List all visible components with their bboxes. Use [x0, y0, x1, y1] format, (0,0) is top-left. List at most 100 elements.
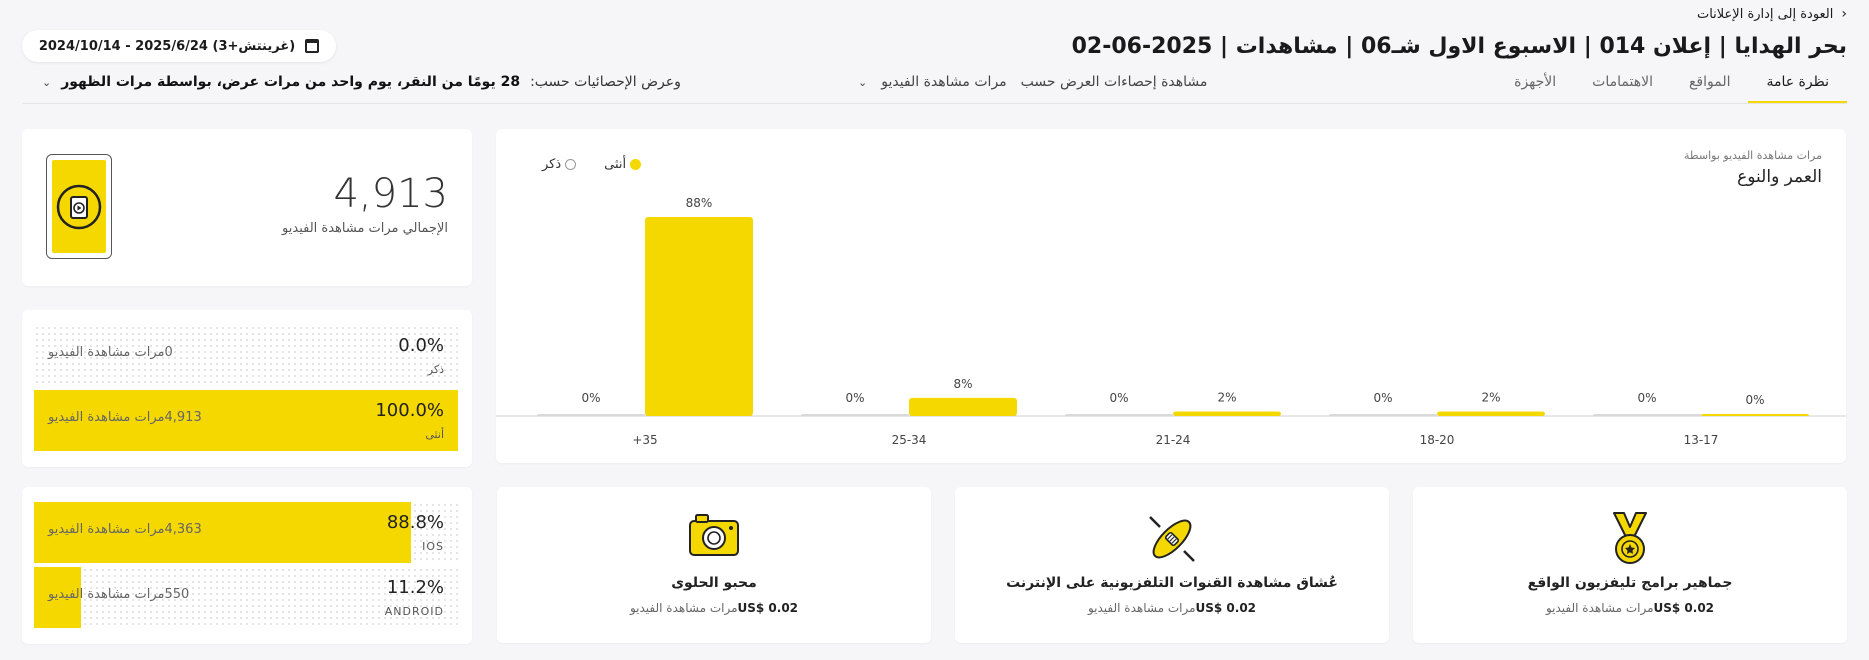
back-to-ads-manager-link[interactable]: ‹ العودة إلى إدارة الإعلانات — [1697, 6, 1847, 22]
female-detail: 4,913مرات مشاهدة الفيديو — [48, 410, 202, 425]
male-percent: 0.0% — [398, 335, 444, 356]
audience-metric: مرات مشاهدة الفيديو — [1545, 601, 1654, 615]
audience-card-online-tv[interactable]: عُشاق مشاهدة القنوات التلفزيونية على الإ… — [955, 487, 1389, 643]
audience-meta: US$ 0.02مرات مشاهدة الفيديو — [1413, 601, 1847, 615]
android-label: ANDROID — [384, 605, 444, 618]
x-tick-label: 13-17 — [1684, 433, 1719, 447]
male-metric: مرات مشاهدة الفيديو — [48, 345, 165, 360]
female-label: أنثى — [425, 428, 444, 441]
bar-female-25-34 — [909, 397, 1017, 416]
display-stats-by-label: وعرض الإحصائيات حسب: — [530, 74, 681, 90]
display-stats-by-value: 28 يومًا من النقر، يوم واحد من مرات عرض،… — [61, 74, 521, 90]
date-range-picker[interactable]: 2024/10/14 - 2025/6/24 (غرينتش+3) — [22, 30, 336, 62]
camera-icon — [686, 511, 742, 563]
date-range-label: 2024/10/14 - 2025/6/24 (غرينتش+3) — [38, 38, 296, 54]
audience-title: عُشاق مشاهدة القنوات التلفزيونية على الإ… — [1006, 575, 1338, 591]
bar-male-18-20 — [1329, 414, 1437, 416]
bar-label-male: 0% — [845, 391, 864, 405]
bar-male-25-34 — [801, 414, 909, 416]
legend-male-label: ذكر — [542, 157, 562, 172]
legend-female[interactable]: أنثى — [604, 157, 642, 172]
total-views-label: الإجمالي مرات مشاهدة الفيديو — [282, 221, 448, 236]
bar-label-male: 0% — [581, 391, 600, 405]
audience-meta: US$ 0.02مرات مشاهدة الفيديو — [497, 601, 931, 615]
tab-bar: نظرة عامة المواقع الاهتمامات الأجهزة — [1496, 70, 1847, 104]
female-metric: مرات مشاهدة الفيديو — [48, 410, 165, 425]
bar-label-male: 0% — [1109, 391, 1128, 405]
legend-male[interactable]: ذكر — [542, 157, 577, 172]
chevron-down-icon: ⌄ — [42, 75, 52, 89]
chart-title: العمر والنوع — [1737, 167, 1822, 187]
android-detail: 550مرات مشاهدة الفيديو — [48, 587, 189, 602]
tab-overview[interactable]: نظرة عامة — [1748, 70, 1847, 104]
calendar-icon — [305, 39, 320, 53]
x-tick-label: 25-34 — [892, 433, 927, 447]
view-stats-by-label: مشاهدة إحصاءات العرض حسب — [1020, 74, 1208, 90]
view-stats-by-dropdown[interactable]: مشاهدة إحصاءات العرض حسب مرات مشاهدة الف… — [858, 74, 1207, 90]
bar-label-female: 2% — [1217, 390, 1236, 404]
female-dot-icon — [630, 159, 642, 170]
total-views-card: 4,913 الإجمالي مرات مشاهدة الفيديو — [22, 129, 472, 286]
audience-metric: مرات مشاهدة الفيديو — [629, 601, 738, 615]
bar-label-female: 2% — [1481, 390, 1500, 404]
ios-detail: 4,363مرات مشاهدة الفيديو — [48, 522, 202, 537]
bar-label-male: 0% — [1373, 391, 1392, 405]
audience-title: محبو الحلوى — [671, 575, 757, 591]
age-gender-chart: 0% 88% +35 0% 8% 25-34 0% 2% 21-24 0% 2% 18-20 0% 0% 1… — [496, 196, 1846, 447]
ios-label: IOS — [422, 540, 444, 553]
audience-cost: US$ 0.02 — [1653, 601, 1715, 615]
male-label: ذكر — [427, 363, 444, 376]
ios-percent: 88.8% — [386, 512, 444, 533]
android-fill-bar — [34, 567, 82, 628]
gender-row-female: 100.0% أنثى 4,913مرات مشاهدة الفيديو — [34, 390, 458, 451]
bar-label-male: 0% — [1637, 391, 1656, 405]
tab-interests[interactable]: الاهتمامات — [1592, 74, 1653, 90]
phone-video-icon — [46, 154, 112, 259]
audience-title: جماهير برامج تليفزيون الواقع — [1527, 575, 1733, 591]
chart-legend: أنثى ذكر — [542, 157, 642, 172]
audience-metric: مرات مشاهدة الفيديو — [1087, 601, 1196, 615]
bar-female-18-20 — [1437, 411, 1545, 416]
tab-devices[interactable]: الأجهزة — [1514, 74, 1557, 90]
age-gender-chart-card: 0% 88% +35 0% 8% 25-34 0% 2% 21-24 0% 2% 18-20 0% 0% 1… — [496, 129, 1846, 463]
female-percent: 100.0% — [375, 400, 444, 421]
chart-subtitle: مرات مشاهدة الفيديو بواسطة — [1683, 149, 1822, 162]
bar-female-21-24 — [1173, 411, 1281, 416]
device-row-ios: 88.8% IOS 4,363مرات مشاهدة الفيديو — [34, 502, 458, 563]
bar-female-13-17 — [1701, 414, 1809, 416]
bar-label-female: 0% — [1745, 393, 1764, 407]
gender-breakdown-card: 0.0% ذكر 0مرات مشاهدة الفيديو 100.0% أنث… — [22, 310, 472, 467]
gender-row-male: 0.0% ذكر 0مرات مشاهدة الفيديو — [34, 325, 458, 386]
female-fill-bar — [34, 390, 458, 451]
device-row-android: 11.2% ANDROID 550مرات مشاهدة الفيديو — [34, 567, 458, 628]
android-count: 550 — [164, 587, 190, 602]
bar-male-+35 — [537, 414, 645, 416]
medal-icon — [1606, 511, 1654, 571]
tab-locations[interactable]: المواقع — [1688, 74, 1731, 90]
view-stats-by-value: مرات مشاهدة الفيديو — [881, 74, 1007, 90]
tabs-divider — [23, 103, 1847, 104]
bar-male-13-17 — [1593, 414, 1701, 416]
ios-fill-bar — [34, 502, 411, 563]
male-dot-icon — [565, 159, 577, 170]
ios-metric: مرات مشاهدة الفيديو — [48, 522, 165, 537]
chevron-left-icon: ‹ — [1841, 6, 1847, 22]
x-tick-label: 21-24 — [1156, 433, 1191, 447]
x-tick-label: +35 — [632, 433, 657, 447]
display-stats-by-dropdown[interactable]: وعرض الإحصائيات حسب: 28 يومًا من النقر، … — [42, 74, 681, 90]
page-title: بحر الهدايا | إعلان 014 | الاسبوع الاول … — [1071, 34, 1847, 59]
male-detail: 0مرات مشاهدة الفيديو — [48, 345, 173, 360]
legend-female-label: أنثى — [604, 157, 627, 172]
total-views-value: 4,913 — [333, 171, 448, 217]
audience-meta: US$ 0.02مرات مشاهدة الفيديو — [955, 601, 1389, 615]
chevron-down-icon: ⌄ — [858, 75, 868, 89]
male-count: 0 — [164, 345, 173, 360]
audience-cost: US$ 0.02 — [737, 601, 799, 615]
female-count: 4,913 — [164, 410, 202, 425]
rocket-icon — [1144, 511, 1200, 571]
audience-card-reality-tv[interactable]: جماهير برامج تليفزيون الواقع US$ 0.02مرا… — [1413, 487, 1847, 643]
bar-male-21-24 — [1065, 414, 1173, 416]
audience-card-candy-lovers[interactable]: محبو الحلوى US$ 0.02مرات مشاهدة الفيديو — [497, 487, 931, 643]
audience-cost: US$ 0.02 — [1195, 601, 1257, 615]
x-tick-label: 18-20 — [1420, 433, 1455, 447]
